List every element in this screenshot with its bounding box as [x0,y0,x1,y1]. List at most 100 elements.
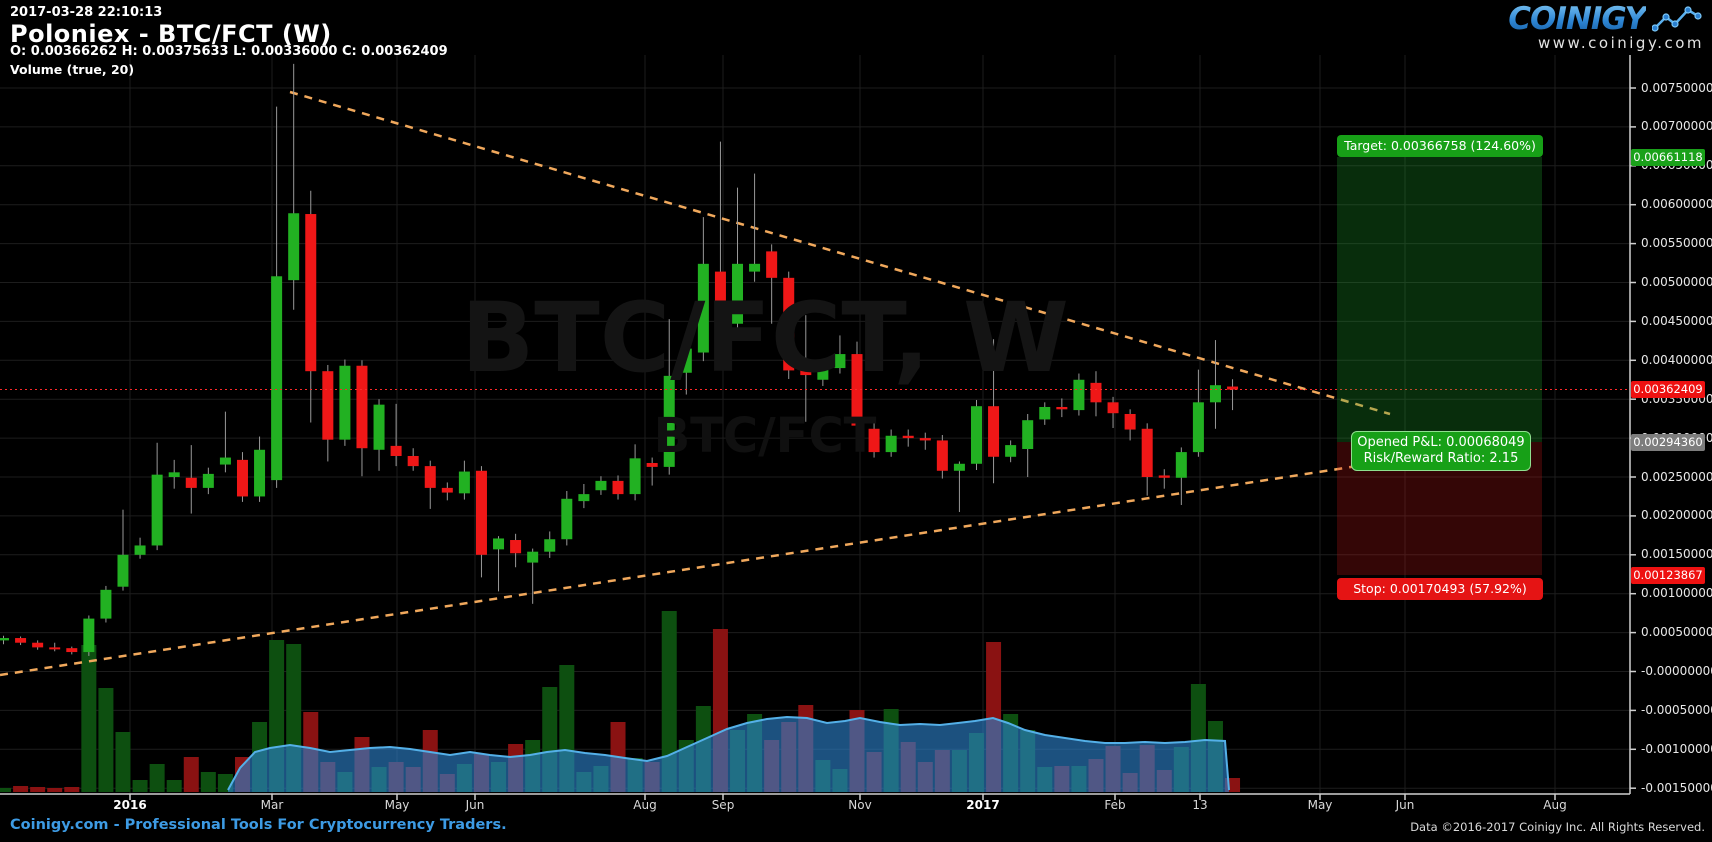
volume-bar [183,757,199,792]
price-axis-label: 0.00100000 [1641,586,1712,601]
candle-body [1090,382,1102,403]
volume-bar [200,772,216,792]
candle-body [236,459,248,497]
price-axis-label: 0.00200000 [1641,508,1712,523]
candle-body [834,354,846,369]
time-axis-label: Feb [1104,798,1126,812]
candle-body [134,545,146,555]
candle-body [1124,413,1136,430]
candle-body [612,480,624,495]
candle-body [663,375,675,467]
line-chart-icon [1652,6,1702,32]
volume-bar [81,645,97,792]
candle-body [15,638,27,643]
price-axis-label: -0.00100000 [1641,741,1712,756]
candle-body [424,466,436,488]
price-axis-label: 0.00600000 [1641,197,1712,212]
target-zone-box [1337,157,1542,443]
chart-watermark-sub: BTC/FCT [653,408,877,464]
pnl-badge[interactable]: Opened P&L: 0.00068049 Risk/Reward Ratio… [1351,431,1531,471]
price-axis-badge: 0.00661118 [1631,148,1705,166]
candle-body [49,647,61,650]
time-axis-label: Jun [1395,798,1415,812]
time-axis-label: Jun [465,798,485,812]
stop-badge[interactable]: Stop: 0.00170493 (57.92%) [1337,578,1543,600]
candle-body [766,251,778,278]
descending-resistance-trendline [289,90,1391,416]
candle-body [254,449,266,497]
candle-body [510,540,522,554]
candle-body [561,498,573,540]
target-badge[interactable]: Target: 0.00366758 (124.60%) [1337,135,1543,157]
volume-bar [13,786,29,792]
coinigy-url: www.coinigy.com [1537,34,1704,52]
candle-body [1209,385,1221,403]
candle-body [1073,379,1085,411]
candle-body [697,263,709,353]
volume-bar [115,732,131,792]
time-axis-label: 13 [1192,798,1208,812]
price-axis-label: -0.00050000 [1641,702,1712,717]
candle-body [339,365,351,440]
candle-body [646,462,658,467]
candle-body [373,404,385,450]
volume-bar [0,788,11,792]
candle-body [1039,406,1051,420]
candle-body [868,428,880,453]
candle-body [1107,402,1119,414]
price-axis-label: 0.00500000 [1641,275,1712,289]
time-axis-label: May [384,798,410,812]
candle-body [970,406,982,464]
candle-body [202,473,214,488]
time-axis-label: Sep [711,798,735,812]
candle-body [885,435,897,453]
time-axis-label: 2017 [966,798,1000,812]
time-axis-label: Nov [848,798,872,812]
time-axis-label: Mar [260,798,284,812]
price-axis-label: -0.00150000 [1641,780,1712,795]
coinigy-logo: COINIGY www.coinigy.com [1508,2,1704,52]
candle-body [356,365,368,449]
ohlc-readout: O: 0.00366262 H: 0.00375633 L: 0.0033600… [10,44,448,59]
candle-body [305,214,317,372]
candle-body [527,551,539,563]
volume-ma-line [227,715,1230,791]
candle-body [151,474,163,546]
price-axis-label: 0.00700000 [1641,119,1712,134]
pnl-line1: Opened P&L: 0.00068049 [1357,435,1525,450]
candle-body [32,642,44,648]
candle-body [749,263,761,272]
candle-body [578,494,590,502]
candle-body [475,470,487,555]
volume-bar [64,787,80,792]
candle-body [1175,452,1187,478]
volume-bar [149,764,165,792]
footer-tagline: Coinigy.com - Professional Tools For Cry… [10,817,507,833]
pnl-line2: Risk/Reward Ratio: 2.15 [1363,451,1519,466]
candle-body [1192,402,1204,453]
candle-body [902,435,914,439]
candle-body [595,480,607,491]
candle-body [66,648,78,653]
candle-body [680,348,692,373]
candle-body [185,477,197,488]
price-axis-label: 0.00150000 [1641,547,1712,562]
volume-bar [30,787,46,792]
volume-ma-area [228,717,1229,792]
candle-body [988,406,1000,457]
volume-bar [98,688,114,792]
price-axis-label: 0.00450000 [1641,313,1712,328]
footer-copyright: Data ©2016-2017 Coinigy Inc. All Rights … [1410,820,1705,834]
price-axis-label: 0.00250000 [1641,469,1712,484]
price-axis-badge: 0.00123867 [1631,566,1705,584]
price-axis-label: -0.00000000 [1641,664,1712,678]
candle-body [817,368,829,380]
price-axis-label: 0.00400000 [1641,352,1712,367]
candle-body [1005,445,1017,457]
candle-body [629,458,641,495]
candle-body [390,445,402,456]
candle-body [1141,428,1153,477]
candle-body [219,457,231,465]
volume-bar [166,780,182,792]
